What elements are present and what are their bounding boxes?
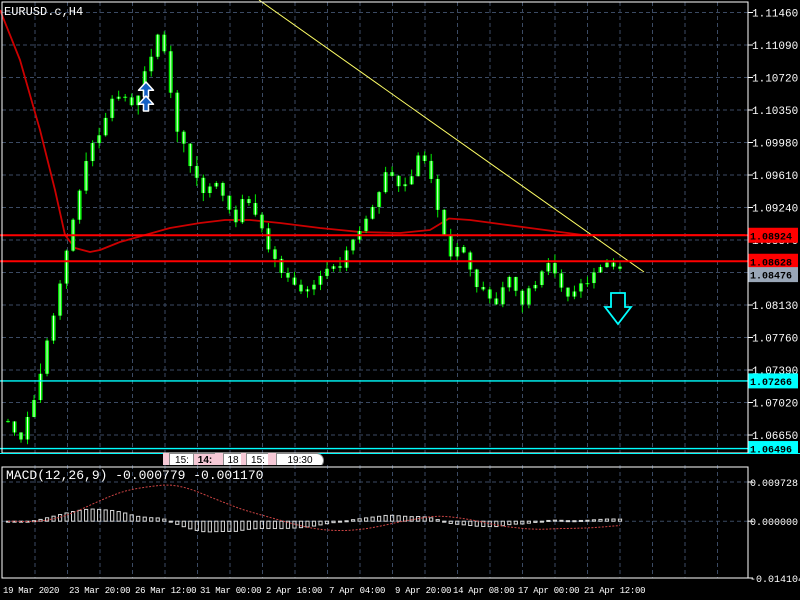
svg-text:1.11460: 1.11460	[752, 9, 798, 21]
svg-text:1.08476: 1.08476	[750, 272, 792, 283]
svg-text:1.09980: 1.09980	[752, 139, 798, 151]
svg-text:1.07020: 1.07020	[752, 399, 798, 411]
svg-text:1.09240: 1.09240	[752, 204, 798, 216]
svg-text:1.11090: 1.11090	[752, 41, 798, 53]
svg-text:1.09610: 1.09610	[752, 171, 798, 183]
svg-text:0.009728: 0.009728	[750, 479, 798, 490]
svg-text:1.08130: 1.08130	[752, 301, 798, 313]
svg-text:-0.014104: -0.014104	[750, 575, 800, 583]
svg-text:MACD(12,26,9) -0.000779 -0.001: MACD(12,26,9) -0.000779 -0.001170	[6, 468, 263, 483]
svg-text:1.07266: 1.07266	[750, 378, 792, 389]
svg-text:1.07760: 1.07760	[752, 334, 798, 346]
svg-text:1.08924: 1.08924	[750, 232, 792, 243]
svg-text:1.10720: 1.10720	[752, 74, 798, 86]
svg-text:EURUSD.c,H4: EURUSD.c,H4	[4, 5, 83, 19]
svg-text:1.10350: 1.10350	[752, 106, 798, 118]
svg-text:0.000000: 0.000000	[750, 518, 798, 529]
